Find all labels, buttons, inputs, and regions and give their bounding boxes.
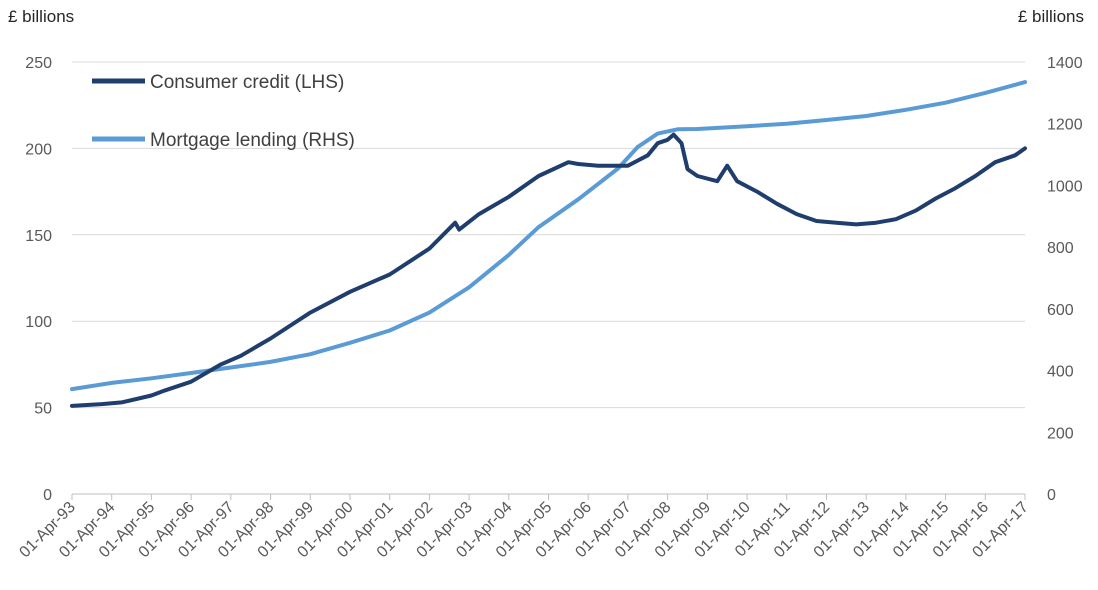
series-line-consumer-credit xyxy=(70,132,1027,408)
series-line-mortgage-lending xyxy=(70,80,1027,392)
right-y-tick-label: 600 xyxy=(1047,302,1074,319)
left-y-tick-label: 200 xyxy=(25,141,52,158)
right-y-tick-label: 200 xyxy=(1047,425,1074,442)
left-y-axis: 0 50 100 150 200 250 xyxy=(25,55,52,504)
left-y-tick-label: 50 xyxy=(34,401,52,418)
legend-label-mortgage-lending: Mortgage lending (RHS) xyxy=(150,130,355,151)
right-axis-unit: £ billions xyxy=(1018,7,1084,26)
legend-label-consumer-credit: Consumer credit (LHS) xyxy=(150,72,344,93)
left-y-tick-label: 0 xyxy=(43,487,52,504)
right-y-tick-label: 1200 xyxy=(1047,117,1083,134)
legend: Consumer credit (LHS) Mortgage lending (… xyxy=(92,72,355,151)
right-y-tick-label: 1400 xyxy=(1047,55,1083,72)
right-y-tick-label: 800 xyxy=(1047,240,1074,257)
series-lines xyxy=(70,80,1027,408)
left-y-tick-label: 100 xyxy=(25,314,52,331)
gridlines xyxy=(72,61,1025,409)
right-y-axis: 0 200 400 600 800 1000 1200 1400 xyxy=(1047,55,1083,504)
right-y-tick-label: 1000 xyxy=(1047,178,1083,195)
right-y-tick-label: 400 xyxy=(1047,364,1074,381)
left-y-tick-label: 150 xyxy=(25,228,52,245)
left-axis-unit: £ billions xyxy=(8,7,74,26)
left-y-tick-label: 250 xyxy=(25,55,52,72)
right-y-tick-label: 0 xyxy=(1047,487,1056,504)
x-axis: 01-Apr-9301-Apr-9401-Apr-9501-Apr-9601-A… xyxy=(16,493,1032,561)
